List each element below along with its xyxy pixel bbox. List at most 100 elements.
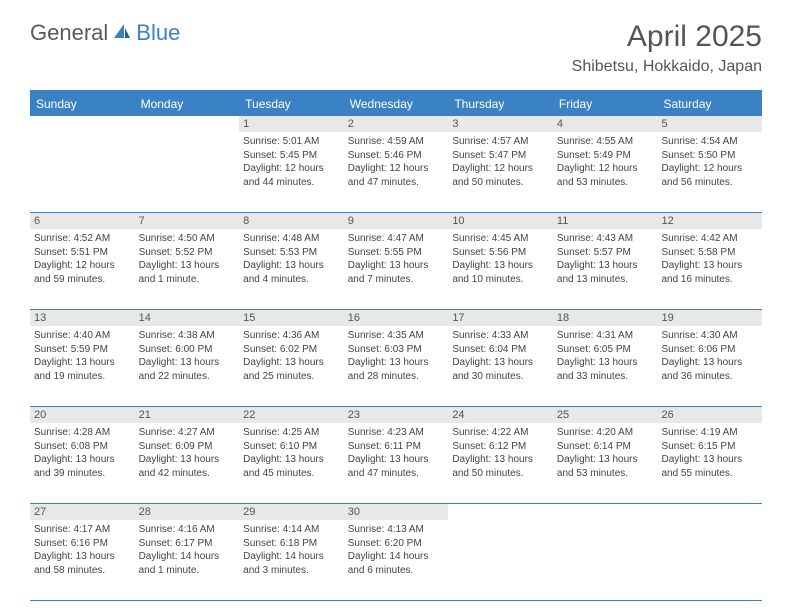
- day-text-line: Sunrise: 4:31 AM: [557, 329, 654, 343]
- day-text-line: Sunset: 6:10 PM: [243, 440, 340, 454]
- logo: General Blue: [30, 20, 180, 46]
- day-text-line: Sunset: 6:06 PM: [661, 343, 758, 357]
- day-text-line: and 10 minutes.: [452, 273, 549, 287]
- logo-sail-icon: [112, 22, 132, 45]
- week-row: Sunrise: 4:40 AMSunset: 5:59 PMDaylight:…: [30, 326, 762, 407]
- day-cell: Sunrise: 4:59 AMSunset: 5:46 PMDaylight:…: [344, 132, 449, 212]
- day-text-line: Sunrise: 4:50 AM: [139, 232, 236, 246]
- logo-word-blue: Blue: [136, 20, 180, 46]
- day-cell: [553, 520, 658, 600]
- day-text-line: Sunrise: 4:28 AM: [34, 426, 131, 440]
- day-number-row: 27282930: [30, 504, 762, 520]
- title-block: April 2025 Shibetsu, Hokkaido, Japan: [572, 20, 762, 76]
- day-number: 30: [344, 504, 449, 520]
- day-number: 15: [239, 310, 344, 326]
- day-text-line: Sunset: 5:49 PM: [557, 149, 654, 163]
- day-text-line: Sunrise: 5:01 AM: [243, 135, 340, 149]
- week-row: Sunrise: 5:01 AMSunset: 5:45 PMDaylight:…: [30, 132, 762, 213]
- day-text-line: and 16 minutes.: [661, 273, 758, 287]
- day-cell: Sunrise: 4:54 AMSunset: 5:50 PMDaylight:…: [657, 132, 762, 212]
- day-text-line: Daylight: 13 hours: [34, 356, 131, 370]
- day-text-line: and 47 minutes.: [348, 467, 445, 481]
- day-number-row: 12345: [30, 116, 762, 132]
- day-cell: [657, 520, 762, 600]
- weekday-header: Tuesday: [239, 92, 344, 116]
- day-cell: Sunrise: 4:19 AMSunset: 6:15 PMDaylight:…: [657, 423, 762, 503]
- day-text-line: Daylight: 13 hours: [557, 259, 654, 273]
- day-cell: Sunrise: 4:23 AMSunset: 6:11 PMDaylight:…: [344, 423, 449, 503]
- day-cell: Sunrise: 4:22 AMSunset: 6:12 PMDaylight:…: [448, 423, 553, 503]
- day-number-row: 20212223242526: [30, 407, 762, 423]
- day-number: 4: [553, 116, 658, 132]
- day-text-line: Sunrise: 4:42 AM: [661, 232, 758, 246]
- day-number: 10: [448, 213, 553, 229]
- day-text-line: Daylight: 13 hours: [661, 453, 758, 467]
- day-number: 12: [657, 213, 762, 229]
- day-text-line: Sunrise: 4:59 AM: [348, 135, 445, 149]
- day-text-line: and 39 minutes.: [34, 467, 131, 481]
- day-text-line: Daylight: 13 hours: [348, 259, 445, 273]
- day-number: 17: [448, 310, 553, 326]
- day-text-line: Daylight: 13 hours: [139, 453, 236, 467]
- day-text-line: and 28 minutes.: [348, 370, 445, 384]
- day-cell: Sunrise: 4:14 AMSunset: 6:18 PMDaylight:…: [239, 520, 344, 600]
- day-number: [135, 116, 240, 132]
- day-cell: Sunrise: 4:36 AMSunset: 6:02 PMDaylight:…: [239, 326, 344, 406]
- day-number: 20: [30, 407, 135, 423]
- day-cell: Sunrise: 4:17 AMSunset: 6:16 PMDaylight:…: [30, 520, 135, 600]
- day-text-line: Sunrise: 4:35 AM: [348, 329, 445, 343]
- day-text-line: Sunset: 6:16 PM: [34, 537, 131, 551]
- day-number: 27: [30, 504, 135, 520]
- month-title: April 2025: [572, 20, 762, 54]
- day-text-line: Sunrise: 4:47 AM: [348, 232, 445, 246]
- day-text-line: Daylight: 12 hours: [661, 162, 758, 176]
- day-number: 14: [135, 310, 240, 326]
- day-text-line: Sunrise: 4:20 AM: [557, 426, 654, 440]
- day-text-line: and 44 minutes.: [243, 176, 340, 190]
- day-text-line: Sunset: 5:58 PM: [661, 246, 758, 260]
- day-text-line: Sunrise: 4:25 AM: [243, 426, 340, 440]
- day-text-line: and 45 minutes.: [243, 467, 340, 481]
- day-text-line: Sunset: 6:20 PM: [348, 537, 445, 551]
- day-text-line: Sunrise: 4:36 AM: [243, 329, 340, 343]
- day-text-line: Daylight: 13 hours: [661, 259, 758, 273]
- day-text-line: Sunrise: 4:43 AM: [557, 232, 654, 246]
- day-text-line: Daylight: 13 hours: [34, 453, 131, 467]
- day-number: [448, 504, 553, 520]
- day-cell: Sunrise: 4:47 AMSunset: 5:55 PMDaylight:…: [344, 229, 449, 309]
- day-text-line: and 7 minutes.: [348, 273, 445, 287]
- day-text-line: Daylight: 13 hours: [348, 453, 445, 467]
- day-cell: Sunrise: 4:16 AMSunset: 6:17 PMDaylight:…: [135, 520, 240, 600]
- day-text-line: Daylight: 13 hours: [243, 259, 340, 273]
- day-text-line: Daylight: 13 hours: [139, 356, 236, 370]
- day-text-line: Sunrise: 4:33 AM: [452, 329, 549, 343]
- day-text-line: and 22 minutes.: [139, 370, 236, 384]
- day-text-line: and 53 minutes.: [557, 176, 654, 190]
- day-text-line: Daylight: 12 hours: [348, 162, 445, 176]
- day-text-line: and 3 minutes.: [243, 564, 340, 578]
- day-text-line: and 59 minutes.: [34, 273, 131, 287]
- day-number: 28: [135, 504, 240, 520]
- day-text-line: Daylight: 13 hours: [243, 453, 340, 467]
- day-number: 7: [135, 213, 240, 229]
- day-text-line: Sunset: 5:51 PM: [34, 246, 131, 260]
- day-text-line: Sunset: 6:02 PM: [243, 343, 340, 357]
- day-number: 5: [657, 116, 762, 132]
- day-text-line: Sunrise: 4:19 AM: [661, 426, 758, 440]
- day-cell: Sunrise: 4:38 AMSunset: 6:00 PMDaylight:…: [135, 326, 240, 406]
- day-cell: [448, 520, 553, 600]
- day-text-line: Sunrise: 4:38 AM: [139, 329, 236, 343]
- week-row: Sunrise: 4:17 AMSunset: 6:16 PMDaylight:…: [30, 520, 762, 601]
- day-text-line: and 6 minutes.: [348, 564, 445, 578]
- day-text-line: Sunrise: 4:23 AM: [348, 426, 445, 440]
- day-cell: Sunrise: 4:25 AMSunset: 6:10 PMDaylight:…: [239, 423, 344, 503]
- day-text-line: Daylight: 13 hours: [661, 356, 758, 370]
- day-number: [657, 504, 762, 520]
- day-text-line: Sunrise: 4:40 AM: [34, 329, 131, 343]
- week-row: Sunrise: 4:28 AMSunset: 6:08 PMDaylight:…: [30, 423, 762, 504]
- day-text-line: Sunrise: 4:14 AM: [243, 523, 340, 537]
- day-text-line: Sunset: 6:12 PM: [452, 440, 549, 454]
- day-number: 1: [239, 116, 344, 132]
- day-text-line: and 30 minutes.: [452, 370, 549, 384]
- location-label: Shibetsu, Hokkaido, Japan: [572, 58, 762, 76]
